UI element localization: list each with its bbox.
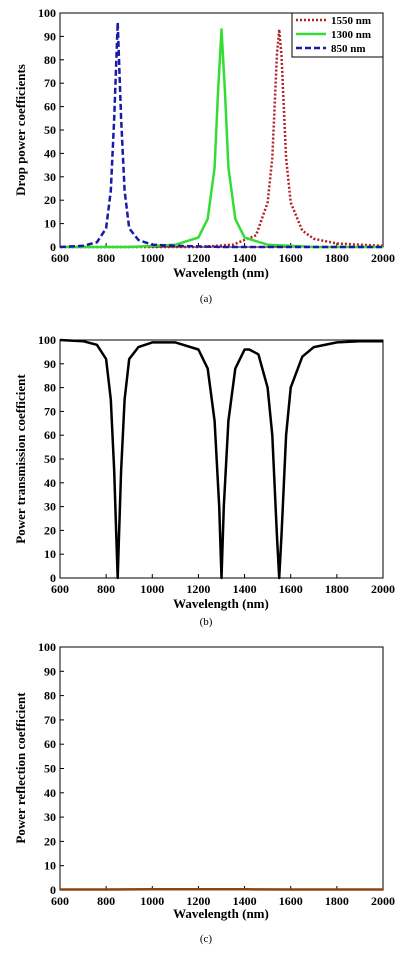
y-tick-label: 50	[44, 762, 56, 776]
ticks-b: 600 800 1000 1200 1400 1600 1800 2000 0 10 20 30 40 5…	[38, 333, 395, 596]
y-axis-label-a: Drop power coefficients	[13, 64, 28, 196]
y-tick-label: 0	[50, 240, 56, 254]
y-tick-label: 30	[44, 810, 56, 824]
panel-a: 600 800 1000 1200 1400 1600 1800 2000 0 10 20 30 40 5…	[13, 6, 395, 305]
y-tick-label: 30	[44, 500, 56, 514]
x-tick-label: 1200	[186, 251, 210, 265]
series-line-a-0	[60, 28, 384, 249]
x-tick-label: 1200	[186, 582, 210, 596]
y-tick-label: 80	[44, 53, 56, 67]
caption-b: (b)	[200, 616, 213, 628]
ticks-c: 600 800 1000 1200 1400 1600 1800 2000 0 10 20 30 40 5…	[38, 640, 395, 908]
x-tick-label: 600	[51, 582, 69, 596]
y-tick-label: 90	[44, 29, 56, 43]
y-tick-label: 30	[44, 170, 56, 184]
series-line-b-0	[59, 338, 383, 580]
x-tick-label: 1400	[233, 582, 257, 596]
panel-b: 600 800 1000 1200 1400 1600 1800 2000 0 10 20 30 40 5…	[13, 333, 395, 628]
legend-label-850: 850 nm	[331, 43, 366, 55]
x-tick-label: 2000	[371, 582, 395, 596]
panel-c: 600 800 1000 1200 1400 1600 1800 2000 0 10 20 30 40 5…	[13, 640, 395, 945]
x-axis-label-c: Wavelength (nm)	[173, 906, 269, 921]
y-tick-label: 40	[44, 146, 56, 160]
x-tick-label: 1800	[325, 894, 349, 908]
x-tick-label: 1000	[140, 251, 164, 265]
y-tick-label: 90	[44, 357, 56, 371]
y-tick-label: 70	[44, 76, 56, 90]
y-axis-label-b: Power transmission coefficient	[13, 374, 28, 544]
x-axis-label-b: Wavelength (nm)	[173, 596, 269, 611]
legend-label-1300: 1300 nm	[331, 29, 371, 41]
series-line-a-1	[60, 28, 383, 249]
caption-a: (a)	[200, 293, 213, 305]
x-tick-label: 1800	[325, 251, 349, 265]
y-tick-label: 70	[44, 713, 56, 727]
x-tick-label: 1000	[140, 894, 164, 908]
x-tick-label: 1400	[233, 894, 257, 908]
x-tick-label: 600	[51, 894, 69, 908]
y-tick-label: 40	[44, 786, 56, 800]
x-tick-label: 1400	[233, 251, 257, 265]
x-tick-label: 800	[97, 894, 115, 908]
x-tick-label: 800	[97, 582, 115, 596]
x-tick-label: 1600	[279, 894, 303, 908]
y-tick-label: 20	[44, 523, 56, 537]
y-tick-label: 60	[44, 100, 56, 114]
x-tick-label: 2000	[371, 894, 395, 908]
plot-area-c	[59, 646, 384, 891]
legend-a: 1550 nm 1300 nm 850 nm	[291, 12, 384, 58]
y-tick-label: 90	[44, 664, 56, 678]
x-tick-label: 1200	[186, 894, 210, 908]
y-tick-label: 70	[44, 404, 56, 418]
x-tick-label: 2000	[371, 251, 395, 265]
y-tick-label: 80	[44, 689, 56, 703]
y-tick-label: 80	[44, 381, 56, 395]
series-a	[59, 21, 384, 249]
y-tick-label: 10	[44, 547, 56, 561]
y-tick-label: 20	[44, 193, 56, 207]
y-tick-label: 0	[50, 571, 56, 585]
y-tick-label: 100	[38, 640, 56, 654]
y-tick-label: 50	[44, 123, 56, 137]
ticks-a: 600 800 1000 1200 1400 1600 1800 2000 0 10 20 30 40 5…	[38, 6, 395, 265]
x-tick-label: 600	[51, 251, 69, 265]
y-tick-label: 100	[38, 6, 56, 20]
y-tick-label: 60	[44, 737, 56, 751]
y-tick-label: 40	[44, 476, 56, 490]
y-tick-label: 100	[38, 333, 56, 347]
x-tick-label: 800	[97, 251, 115, 265]
y-tick-label: 60	[44, 428, 56, 442]
x-axis-label-a: Wavelength (nm)	[173, 265, 269, 280]
caption-c: (c)	[200, 933, 213, 945]
x-tick-label: 1600	[279, 251, 303, 265]
legend-label-1550: 1550 nm	[331, 15, 371, 27]
series-b	[59, 338, 383, 580]
y-tick-label: 50	[44, 452, 56, 466]
series-line-a-2	[59, 21, 383, 249]
y-tick-label: 10	[44, 217, 56, 231]
x-tick-label: 1600	[279, 582, 303, 596]
x-tick-label: 1000	[140, 582, 164, 596]
x-tick-label: 1800	[325, 582, 349, 596]
y-axis-label-c: Power reflection coefficient	[13, 692, 28, 844]
y-tick-label: 10	[44, 859, 56, 873]
y-tick-label: 0	[50, 883, 56, 897]
y-tick-label: 20	[44, 834, 56, 848]
